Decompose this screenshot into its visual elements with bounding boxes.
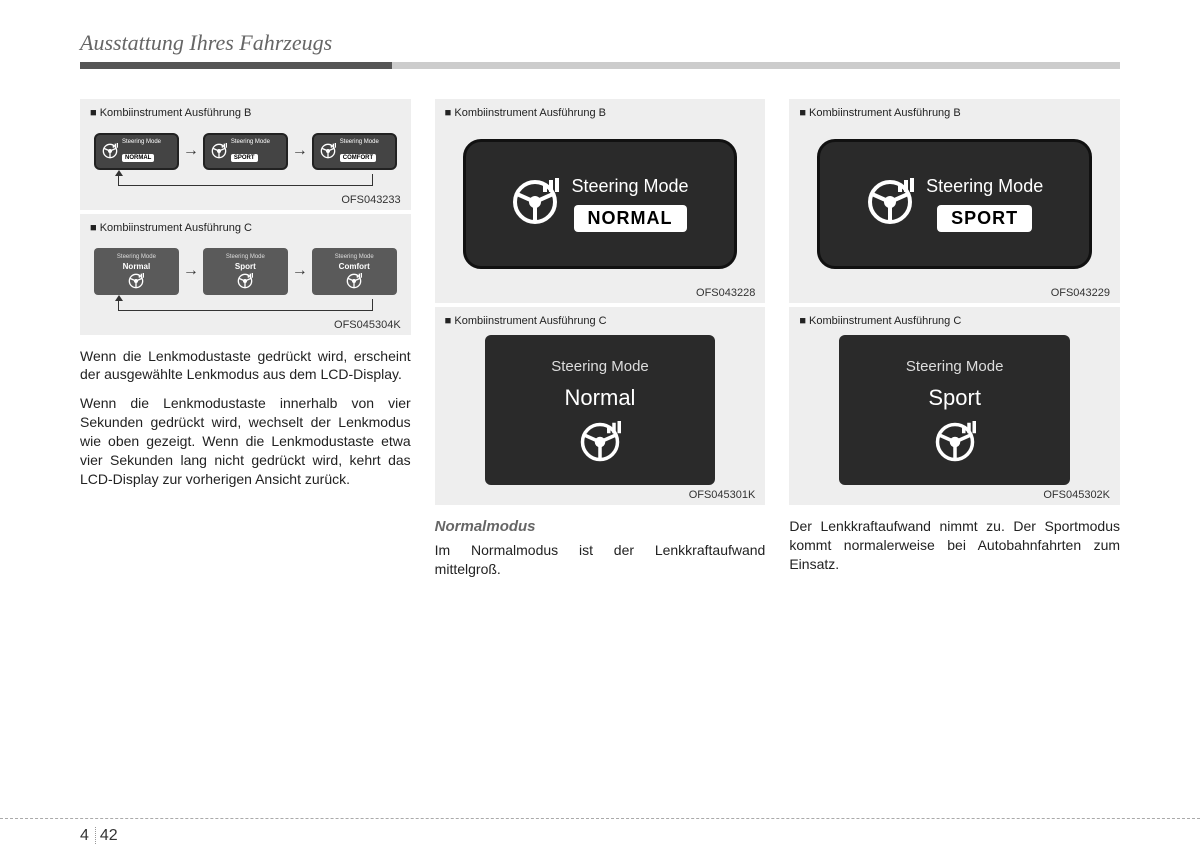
display-sport-c: Steering Mode Sport bbox=[839, 335, 1070, 485]
column2-text: Normalmodus Im Normalmodus ist der Lenkk… bbox=[435, 517, 766, 589]
figure-code: OFS043229 bbox=[799, 287, 1110, 299]
arrow-icon: → bbox=[292, 142, 308, 160]
page-number: 442 bbox=[80, 827, 118, 845]
flow-row-b: Steering Mode NORMAL → Steering Mode SPO… bbox=[90, 125, 401, 170]
figure-code: OFS043228 bbox=[445, 287, 756, 299]
figure-col3-c: Kombiinstrument Ausführung C Steering Mo… bbox=[789, 307, 1120, 505]
steering-icon bbox=[511, 178, 559, 226]
figure-col1-b: Kombiinstrument Ausführung B Steering Mo… bbox=[80, 99, 411, 210]
column-1: Kombiinstrument Ausführung B Steering Mo… bbox=[80, 99, 411, 589]
figure-col2-c: Kombiinstrument Ausführung C Steering Mo… bbox=[435, 307, 766, 505]
panel-label: Kombiinstrument Ausführung C bbox=[445, 315, 756, 327]
panel-label: Kombiinstrument Ausführung C bbox=[799, 315, 1110, 327]
display-normal-b: Steering Mode NORMAL bbox=[463, 139, 738, 269]
figure-code: OFS045302K bbox=[799, 489, 1110, 501]
figure-col2-b: Kombiinstrument Ausführung B Steering Mo… bbox=[435, 99, 766, 303]
column-layout: Kombiinstrument Ausführung B Steering Mo… bbox=[80, 99, 1120, 589]
steering-icon bbox=[211, 143, 227, 159]
subheading: Normalmodus bbox=[435, 517, 766, 537]
page-title: Ausstattung Ihres Fahrzeugs bbox=[80, 30, 1120, 56]
flow-box-sport-c: Steering Mode Sport bbox=[203, 248, 288, 295]
column1-text: Wenn die Lenkmodustaste gedrückt wird, e… bbox=[80, 347, 411, 499]
para: Wenn die Lenkmodustaste gedrückt wird, e… bbox=[80, 347, 411, 385]
figure-code: OFS045304K bbox=[90, 319, 401, 331]
steering-icon bbox=[128, 273, 144, 289]
para: Der Lenkkraftaufwand nimmt zu. Der Sport… bbox=[789, 517, 1120, 574]
steering-icon bbox=[102, 143, 118, 159]
figure-col3-b: Kombiinstrument Ausführung B Steering Mo… bbox=[789, 99, 1120, 303]
page-footer: 442 bbox=[0, 818, 1200, 825]
steering-icon bbox=[579, 421, 621, 463]
steering-icon bbox=[866, 178, 914, 226]
flow-box-comfort: Steering Mode COMFORT bbox=[312, 133, 397, 170]
panel-label: Kombiinstrument Ausführung B bbox=[445, 107, 756, 119]
flow-box-normal-c: Steering Mode Normal bbox=[94, 248, 179, 295]
steering-icon bbox=[237, 273, 253, 289]
return-arrow bbox=[118, 174, 373, 186]
page-content: Ausstattung Ihres Fahrzeugs Kombiinstrum… bbox=[0, 0, 1200, 599]
arrow-icon: → bbox=[183, 262, 199, 280]
flow-box-sport: Steering Mode SPORT bbox=[203, 133, 288, 170]
panel-label: Kombiinstrument Ausführung B bbox=[799, 107, 1110, 119]
arrow-icon: → bbox=[183, 142, 199, 160]
return-arrow bbox=[118, 299, 373, 311]
column-3: Kombiinstrument Ausführung B Steering Mo… bbox=[789, 99, 1120, 589]
display-normal-c: Steering Mode Normal bbox=[485, 335, 716, 485]
arrow-icon: → bbox=[292, 262, 308, 280]
panel-label: Kombiinstrument Ausführung B bbox=[90, 107, 401, 119]
para: Im Normalmodus ist der Lenkkraftaufwand … bbox=[435, 541, 766, 579]
display-sport-b: Steering Mode SPORT bbox=[817, 139, 1092, 269]
flow-row-c: Steering Mode Normal → Steering Mode Spo… bbox=[90, 240, 401, 295]
column3-text: Der Lenkkraftaufwand nimmt zu. Der Sport… bbox=[789, 517, 1120, 584]
column-2: Kombiinstrument Ausführung B Steering Mo… bbox=[435, 99, 766, 589]
para: Wenn die Lenkmodustaste innerhalb von vi… bbox=[80, 394, 411, 488]
flow-box-comfort-c: Steering Mode Comfort bbox=[312, 248, 397, 295]
steering-icon bbox=[934, 421, 976, 463]
figure-code: OFS043233 bbox=[90, 194, 401, 206]
figure-code: OFS045301K bbox=[445, 489, 756, 501]
steering-icon bbox=[346, 273, 362, 289]
figure-col1-c: Kombiinstrument Ausführung C Steering Mo… bbox=[80, 214, 411, 335]
steering-icon bbox=[320, 143, 336, 159]
flow-box-normal: Steering Mode NORMAL bbox=[94, 133, 179, 170]
panel-label: Kombiinstrument Ausführung C bbox=[90, 222, 401, 234]
header-rule bbox=[80, 62, 1120, 69]
